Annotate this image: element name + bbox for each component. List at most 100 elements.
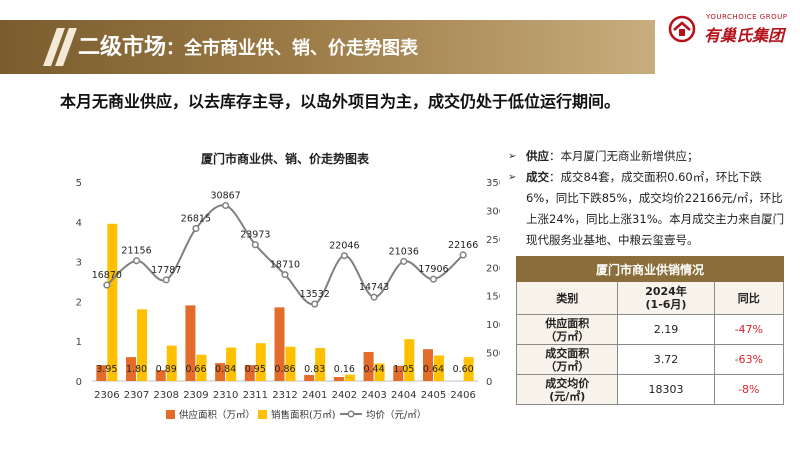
page-title-sub: 全市商业供、销、价走势图表 [184, 38, 419, 59]
supply-bar [96, 365, 107, 381]
table-cell-yoy: -8% [713, 374, 785, 405]
table-header: 2024年 (1-6月) [617, 281, 715, 315]
x-tick-label: 2404 [391, 390, 416, 401]
supply-bar [304, 375, 315, 381]
company-logo: YOURCHOICE GROUP 有巢氏集团 [668, 10, 793, 45]
price-point [192, 224, 200, 233]
x-tick-label: 2405 [421, 390, 446, 401]
table-cell-yoy: -47% [713, 314, 785, 345]
table-cell-yoy: -63% [713, 344, 785, 375]
sales-data-label: 0.44 [363, 364, 384, 375]
y-right-tick-label: 0 [486, 377, 492, 388]
supply-bar [363, 351, 374, 381]
supply-sales-table: 厦门市商业供销情况 类别 2024年 (1-6月) 同比 供应面积 （万㎡） 2… [515, 256, 785, 405]
sales-data-label: 0.16 [334, 364, 355, 375]
sales-data-label: 0.83 [304, 364, 325, 375]
y-left-tick-label: 2 [76, 297, 82, 308]
price-data-label: 21156 [121, 246, 151, 257]
x-tick-label: 2402 [332, 390, 357, 401]
note-text: ：本月厦门无商业新增供应； [549, 149, 699, 163]
price-data-label: 14743 [359, 282, 389, 293]
sales-data-label: 0.86 [274, 364, 295, 375]
supply-bar [185, 305, 196, 381]
note-sales: ➢ 成交：成交84套，成交面积0.60㎡，环比下跌6%，同比下跌85%，成交均价… [508, 167, 788, 251]
x-tick-label: 2307 [124, 390, 149, 401]
arrow-bullet-icon: ➢ [508, 151, 517, 162]
supply-bar [155, 370, 166, 381]
price-point [103, 281, 111, 289]
y-left-tick-label: 4 [76, 218, 82, 229]
table-header: 类别 [515, 281, 619, 315]
sales-bar [107, 223, 118, 381]
price-data-label: 26815 [181, 214, 211, 225]
supply-bar [215, 363, 226, 381]
arrow-bullet-icon: ➢ [508, 172, 517, 183]
logo-text-en: YOURCHOICE GROUP [706, 13, 788, 21]
y-left-tick-label: 5 [76, 178, 82, 189]
x-tick-label: 2309 [183, 390, 208, 401]
x-tick-label: 2401 [302, 390, 327, 401]
table-cell-value: 3.72 [617, 344, 715, 375]
sales-bar [166, 345, 177, 381]
sales-bar [226, 347, 237, 381]
table-cell-category: 供应面积 （万㎡） [515, 314, 619, 345]
y-right-tick-label: 15000 [486, 292, 500, 303]
y-right-tick-label: 5000 [486, 349, 500, 360]
legend-swatch-sales [258, 410, 267, 419]
sales-data-label: 0.64 [423, 364, 444, 375]
price-data-label: 30867 [210, 190, 240, 201]
price-data-label: 22166 [448, 240, 478, 251]
chart-title: 厦门市商业供、销、价走势图表 [201, 151, 370, 166]
y-right-tick-label: 35000 [486, 178, 500, 189]
legend-marker-price [347, 410, 355, 418]
sales-bar [315, 347, 326, 381]
supply-bar [244, 365, 255, 381]
price-point [370, 293, 378, 301]
legend-label-sales: 销售面积(万㎡) [271, 409, 335, 421]
x-tick-label: 2403 [361, 390, 386, 401]
y-right-tick-label: 10000 [486, 320, 500, 331]
summary-text: 本月无商业供应，以去库存主导，以岛外项目为主，成交仍处于低位运行期间。 [60, 92, 621, 111]
price-point [132, 257, 141, 265]
row-name: 供应面积 （万㎡） [545, 316, 590, 343]
page-title: 二级市场：全市商业供、销、价走势图表 [78, 29, 418, 61]
sales-data-label: 0.60 [453, 364, 474, 375]
sales-data-label: 0.84 [215, 364, 236, 375]
header-bar [0, 20, 655, 74]
x-tick-label: 2306 [94, 390, 119, 401]
sales-bar [344, 374, 355, 381]
price-data-label: 23973 [240, 230, 270, 241]
table-row: 供应面积 （万㎡） 2.19 -47% [515, 314, 785, 345]
sales-bar [404, 339, 415, 381]
supply-bar [393, 365, 404, 381]
table-cell-category: 成交均价 (元/㎡) [515, 374, 619, 405]
price-data-label: 17787 [151, 265, 181, 276]
price-point [162, 276, 170, 284]
price-point [222, 201, 230, 210]
price-point [251, 241, 259, 249]
sales-bar [433, 355, 444, 381]
price-data-label: 22046 [329, 241, 359, 252]
x-tick-label: 2308 [154, 390, 179, 401]
sales-bar [463, 357, 474, 381]
price-data-label: 18710 [270, 260, 300, 271]
sales-data-label: 0.95 [245, 364, 266, 375]
y-right-tick-label: 30000 [486, 206, 500, 217]
x-tick-label: 2406 [450, 390, 475, 401]
table-header-text: 2024年 (1-6月) [645, 285, 687, 311]
x-tick-label: 2311 [243, 390, 268, 401]
page-title-separator: ： [166, 38, 185, 59]
price-point [459, 251, 467, 259]
price-data-label: 16870 [92, 270, 122, 281]
y-right-tick-label: 25000 [486, 235, 500, 246]
legend-swatch-supply [166, 410, 175, 419]
table-row: 成交面积 （万㎡） 3.72 -63% [515, 344, 785, 375]
table-header: 同比 [713, 281, 785, 315]
y-left-tick-label: 0 [76, 377, 82, 388]
sales-data-label: 0.66 [185, 364, 206, 375]
price-data-label: 13532 [300, 289, 330, 300]
logo-text-cn: 有巢氏集团 [704, 26, 785, 45]
supply-bar [422, 349, 433, 381]
table-cell-category: 成交面积 （万㎡） [515, 344, 619, 375]
notes-panel: ➢ 供应：本月厦门无商业新增供应； ➢ 成交：成交84套，成交面积0.60㎡，环… [508, 146, 788, 251]
